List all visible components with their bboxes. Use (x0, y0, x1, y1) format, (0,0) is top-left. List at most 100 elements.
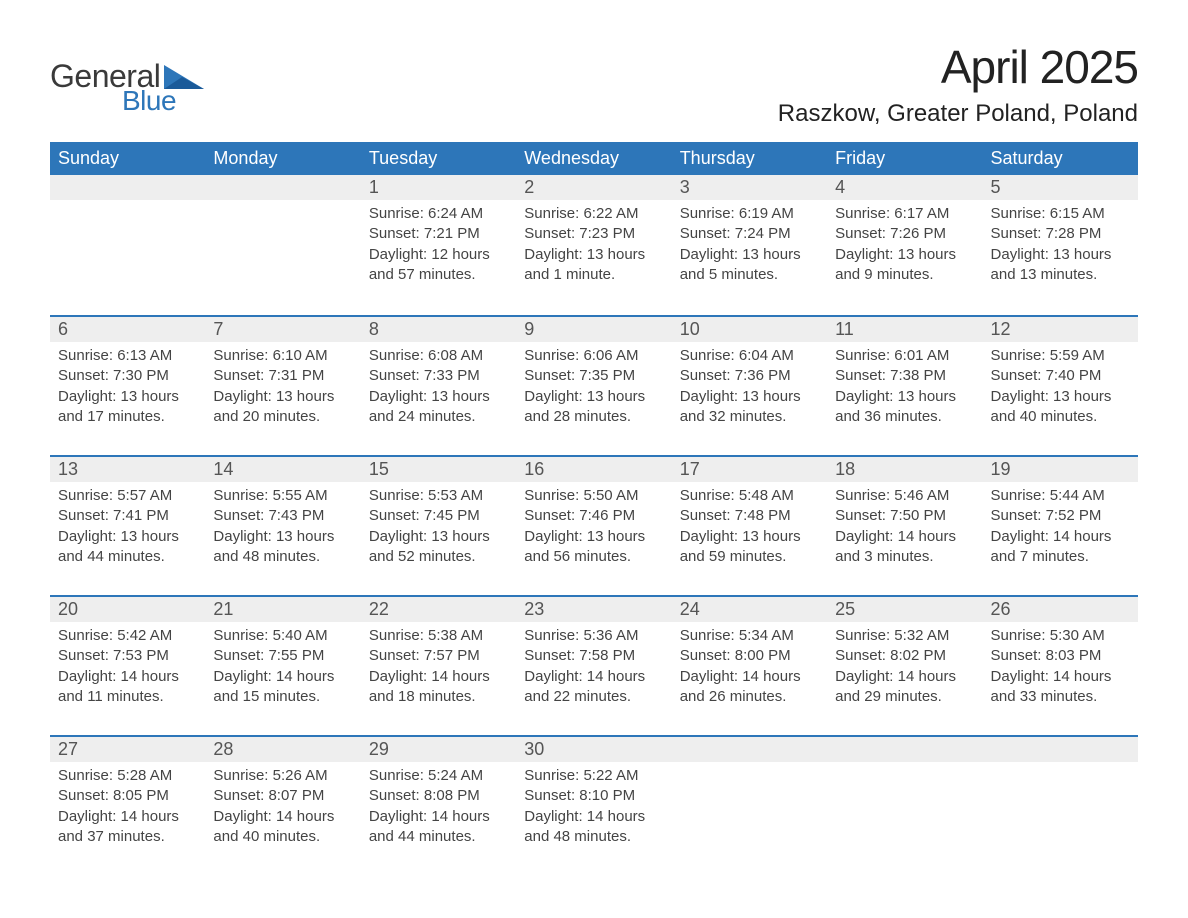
daylight-text: Daylight: 13 hours and 17 minutes. (58, 387, 197, 428)
sunset-text: Sunset: 7:24 PM (680, 224, 819, 244)
day-content: Sunrise: 6:01 AMSunset: 7:38 PMDaylight:… (827, 342, 982, 435)
calendar-day-cell: 30Sunrise: 5:22 AMSunset: 8:10 PMDayligh… (516, 735, 671, 875)
daylight-text: Daylight: 14 hours and 3 minutes. (835, 527, 974, 568)
sunset-text: Sunset: 7:38 PM (835, 366, 974, 386)
sunrise-text: Sunrise: 5:46 AM (835, 486, 974, 506)
day-content: Sunrise: 5:53 AMSunset: 7:45 PMDaylight:… (361, 482, 516, 575)
day-content: Sunrise: 5:28 AMSunset: 8:05 PMDaylight:… (50, 762, 205, 855)
day-content: Sunrise: 6:17 AMSunset: 7:26 PMDaylight:… (827, 200, 982, 293)
calendar-day-cell (983, 735, 1138, 875)
sunset-text: Sunset: 7:43 PM (213, 506, 352, 526)
calendar-day-cell: 4Sunrise: 6:17 AMSunset: 7:26 PMDaylight… (827, 175, 982, 315)
calendar-day-cell: 13Sunrise: 5:57 AMSunset: 7:41 PMDayligh… (50, 455, 205, 595)
day-number: 12 (983, 315, 1138, 342)
daylight-text: Daylight: 13 hours and 32 minutes. (680, 387, 819, 428)
day-content: Sunrise: 6:06 AMSunset: 7:35 PMDaylight:… (516, 342, 671, 435)
calendar-day-cell: 20Sunrise: 5:42 AMSunset: 7:53 PMDayligh… (50, 595, 205, 735)
sunset-text: Sunset: 8:08 PM (369, 786, 508, 806)
calendar-day-cell: 8Sunrise: 6:08 AMSunset: 7:33 PMDaylight… (361, 315, 516, 455)
sunset-text: Sunset: 7:26 PM (835, 224, 974, 244)
weekday-header-row: Sunday Monday Tuesday Wednesday Thursday… (50, 142, 1138, 175)
calendar-day-cell: 9Sunrise: 6:06 AMSunset: 7:35 PMDaylight… (516, 315, 671, 455)
header: General Blue April 2025 Raszkow, Greater… (50, 40, 1138, 128)
sunset-text: Sunset: 7:57 PM (369, 646, 508, 666)
calendar-day-cell: 3Sunrise: 6:19 AMSunset: 7:24 PMDaylight… (672, 175, 827, 315)
day-number: 14 (205, 455, 360, 482)
day-number: 16 (516, 455, 671, 482)
sunset-text: Sunset: 7:58 PM (524, 646, 663, 666)
daylight-text: Daylight: 13 hours and 13 minutes. (991, 245, 1130, 286)
calendar-day-cell: 29Sunrise: 5:24 AMSunset: 8:08 PMDayligh… (361, 735, 516, 875)
daylight-text: Daylight: 13 hours and 59 minutes. (680, 527, 819, 568)
daylight-text: Daylight: 13 hours and 1 minute. (524, 245, 663, 286)
calendar-day-cell (205, 175, 360, 315)
calendar-day-cell: 11Sunrise: 6:01 AMSunset: 7:38 PMDayligh… (827, 315, 982, 455)
day-number: 2 (516, 175, 671, 200)
calendar-day-cell: 15Sunrise: 5:53 AMSunset: 7:45 PMDayligh… (361, 455, 516, 595)
title-block: April 2025 Raszkow, Greater Poland, Pola… (778, 40, 1138, 128)
sunset-text: Sunset: 7:36 PM (680, 366, 819, 386)
empty-day-header (983, 735, 1138, 762)
location-text: Raszkow, Greater Poland, Poland (778, 100, 1138, 128)
day-content: Sunrise: 5:30 AMSunset: 8:03 PMDaylight:… (983, 622, 1138, 715)
sunrise-text: Sunrise: 5:50 AM (524, 486, 663, 506)
daylight-text: Daylight: 13 hours and 20 minutes. (213, 387, 352, 428)
calendar-day-cell: 18Sunrise: 5:46 AMSunset: 7:50 PMDayligh… (827, 455, 982, 595)
day-number: 21 (205, 595, 360, 622)
page: General Blue April 2025 Raszkow, Greater… (0, 0, 1188, 905)
day-content: Sunrise: 6:10 AMSunset: 7:31 PMDaylight:… (205, 342, 360, 435)
sunrise-text: Sunrise: 5:36 AM (524, 626, 663, 646)
sunrise-text: Sunrise: 6:19 AM (680, 204, 819, 224)
sunrise-text: Sunrise: 5:38 AM (369, 626, 508, 646)
empty-day-header (205, 175, 360, 200)
day-content: Sunrise: 6:19 AMSunset: 7:24 PMDaylight:… (672, 200, 827, 293)
sunrise-text: Sunrise: 5:53 AM (369, 486, 508, 506)
logo-triangle-icon (164, 65, 204, 94)
calendar-day-cell: 17Sunrise: 5:48 AMSunset: 7:48 PMDayligh… (672, 455, 827, 595)
sunrise-text: Sunrise: 6:10 AM (213, 346, 352, 366)
daylight-text: Daylight: 12 hours and 57 minutes. (369, 245, 508, 286)
day-number: 25 (827, 595, 982, 622)
sunset-text: Sunset: 7:35 PM (524, 366, 663, 386)
daylight-text: Daylight: 14 hours and 33 minutes. (991, 667, 1130, 708)
day-number: 27 (50, 735, 205, 762)
day-number: 23 (516, 595, 671, 622)
day-content: Sunrise: 5:55 AMSunset: 7:43 PMDaylight:… (205, 482, 360, 575)
day-content: Sunrise: 5:44 AMSunset: 7:52 PMDaylight:… (983, 482, 1138, 575)
day-number: 30 (516, 735, 671, 762)
calendar-day-cell: 23Sunrise: 5:36 AMSunset: 7:58 PMDayligh… (516, 595, 671, 735)
calendar-day-cell: 26Sunrise: 5:30 AMSunset: 8:03 PMDayligh… (983, 595, 1138, 735)
calendar-day-cell: 16Sunrise: 5:50 AMSunset: 7:46 PMDayligh… (516, 455, 671, 595)
calendar-day-cell: 6Sunrise: 6:13 AMSunset: 7:30 PMDaylight… (50, 315, 205, 455)
daylight-text: Daylight: 13 hours and 40 minutes. (991, 387, 1130, 428)
day-number: 9 (516, 315, 671, 342)
calendar-day-cell: 28Sunrise: 5:26 AMSunset: 8:07 PMDayligh… (205, 735, 360, 875)
sunrise-text: Sunrise: 6:22 AM (524, 204, 663, 224)
sunrise-text: Sunrise: 6:08 AM (369, 346, 508, 366)
sunrise-text: Sunrise: 5:22 AM (524, 766, 663, 786)
sunset-text: Sunset: 8:07 PM (213, 786, 352, 806)
sunset-text: Sunset: 7:33 PM (369, 366, 508, 386)
day-content: Sunrise: 6:13 AMSunset: 7:30 PMDaylight:… (50, 342, 205, 435)
calendar-day-cell (50, 175, 205, 315)
sunset-text: Sunset: 7:55 PM (213, 646, 352, 666)
day-number: 5 (983, 175, 1138, 200)
day-content: Sunrise: 5:24 AMSunset: 8:08 PMDaylight:… (361, 762, 516, 855)
day-content: Sunrise: 5:42 AMSunset: 7:53 PMDaylight:… (50, 622, 205, 715)
day-content: Sunrise: 5:46 AMSunset: 7:50 PMDaylight:… (827, 482, 982, 575)
sunrise-text: Sunrise: 5:59 AM (991, 346, 1130, 366)
sunrise-text: Sunrise: 5:32 AM (835, 626, 974, 646)
day-number: 3 (672, 175, 827, 200)
sunset-text: Sunset: 7:46 PM (524, 506, 663, 526)
logo: General Blue (50, 58, 204, 117)
daylight-text: Daylight: 14 hours and 15 minutes. (213, 667, 352, 708)
day-content: Sunrise: 6:22 AMSunset: 7:23 PMDaylight:… (516, 200, 671, 293)
weekday-header: Wednesday (516, 142, 671, 175)
daylight-text: Daylight: 14 hours and 44 minutes. (369, 807, 508, 848)
daylight-text: Daylight: 14 hours and 37 minutes. (58, 807, 197, 848)
sunset-text: Sunset: 7:53 PM (58, 646, 197, 666)
sunrise-text: Sunrise: 5:24 AM (369, 766, 508, 786)
daylight-text: Daylight: 13 hours and 28 minutes. (524, 387, 663, 428)
sunset-text: Sunset: 7:41 PM (58, 506, 197, 526)
daylight-text: Daylight: 13 hours and 5 minutes. (680, 245, 819, 286)
